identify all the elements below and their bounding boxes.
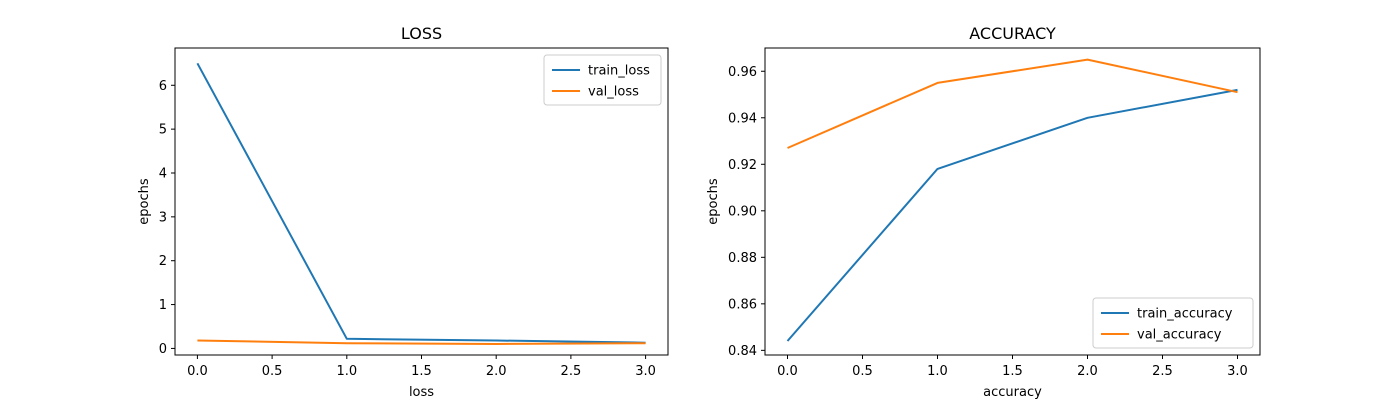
y-tick-label: 4 <box>159 166 167 181</box>
y-tick-label: 0.96 <box>728 65 757 80</box>
legend-box <box>1092 297 1254 349</box>
chart-title: LOSS <box>401 24 442 43</box>
chart-panel-loss: LOSS 0.0 0.5 1.0 1.5 2.0 2.5 3.0 0 1 2 3 4 5 6 loss epoc… <box>137 24 669 400</box>
series-line-train_loss <box>196 62 646 344</box>
y-tick-label: 0.88 <box>728 251 757 266</box>
y-tick-label: 0.94 <box>728 111 757 126</box>
x-tick-label: 2.0 <box>486 364 507 379</box>
x-tick-label: 0.0 <box>187 364 208 379</box>
legend: train_accuracy val_accuracy <box>1092 297 1254 349</box>
legend-label-train_accuracy: train_accuracy <box>1137 307 1233 322</box>
x-tick-label: 2.0 <box>1077 364 1098 379</box>
x-tick-label: 1.0 <box>927 364 948 379</box>
x-tick-label: 1.5 <box>1002 364 1023 379</box>
series-line-train_accuracy <box>786 88 1238 342</box>
x-tick-label: 2.5 <box>1152 364 1173 379</box>
y-tick-label: 5 <box>159 123 167 138</box>
x-axis-label: loss <box>409 385 434 400</box>
series-line-val_loss <box>197 339 646 345</box>
y-tick-label: 3 <box>159 210 167 225</box>
x-tick-label: 0.5 <box>262 364 283 379</box>
legend-label-train_loss: train_loss <box>588 64 650 79</box>
legend-label-val_accuracy: val_accuracy <box>1137 328 1222 343</box>
x-tick-label: 0.0 <box>777 364 798 379</box>
x-axis-label: accuracy <box>983 385 1042 400</box>
y-tick-label: 0.90 <box>728 204 757 219</box>
y-axis-label: epochs <box>137 178 152 225</box>
x-tick-label: 0.5 <box>852 364 873 379</box>
y-tick-label: 1 <box>159 298 167 313</box>
y-tick-label: 6 <box>159 79 167 94</box>
plot-frame <box>174 47 669 356</box>
chart-panel-accuracy: ACCURACY 0.0 0.5 1.0 1.5 2.0 2.5 3.0 0.84 0.86 0.8… <box>706 24 1261 400</box>
charts-layer: LOSS 0.0 0.5 1.0 1.5 2.0 2.5 3.0 0 1 2 3 4 5 6 loss epoc… <box>137 24 1261 400</box>
x-tick-label: 3.0 <box>1227 364 1248 379</box>
legend-box <box>543 54 662 106</box>
y-tick-label: 2 <box>159 254 167 269</box>
x-tick-label: 1.0 <box>336 364 357 379</box>
x-tick-label: 3.0 <box>635 364 656 379</box>
legend-label-val_loss: val_loss <box>588 85 639 100</box>
series-line-val_accuracy <box>787 58 1238 149</box>
y-tick-label: 0.84 <box>728 344 757 359</box>
y-axis-label: epochs <box>706 178 721 225</box>
y-tick-label: 0.92 <box>728 158 757 173</box>
plot-frame <box>764 47 1261 356</box>
y-tick-label: 0.86 <box>728 297 757 312</box>
y-tick-label: 0 <box>159 342 167 357</box>
legend: train_loss val_loss <box>543 54 662 106</box>
x-tick-label: 1.5 <box>411 364 432 379</box>
x-tick-label: 2.5 <box>561 364 582 379</box>
chart-title: ACCURACY <box>969 24 1056 43</box>
